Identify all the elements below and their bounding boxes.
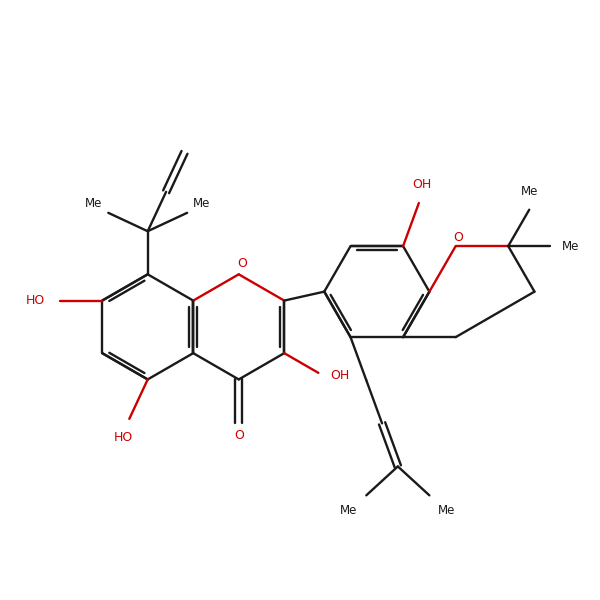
Text: Me: Me — [340, 505, 358, 517]
Text: OH: OH — [412, 178, 431, 191]
Text: Me: Me — [193, 197, 211, 211]
Text: O: O — [237, 257, 247, 270]
Text: Me: Me — [85, 197, 103, 211]
Text: HO: HO — [114, 431, 133, 444]
Text: Me: Me — [562, 239, 580, 253]
Text: O: O — [454, 230, 464, 244]
Text: Me: Me — [439, 505, 456, 517]
Text: Me: Me — [521, 185, 538, 198]
Text: OH: OH — [331, 370, 350, 382]
Text: HO: HO — [26, 294, 45, 307]
Text: O: O — [234, 429, 244, 442]
